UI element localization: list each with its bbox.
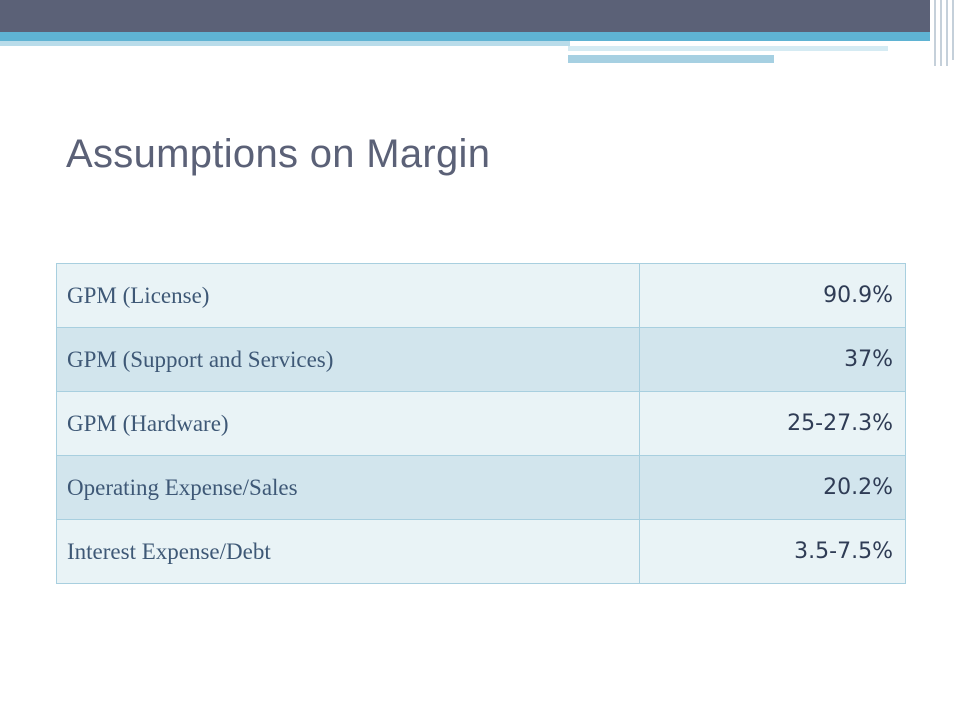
header-stripe [568,46,888,51]
row-value: 37% [639,327,906,392]
row-label: GPM (Hardware) [56,391,640,456]
row-value: 3.5-7.5% [639,519,906,584]
table-row: GPM (License) 90.9% [56,263,906,328]
slide-title: Assumptions on Margin [66,132,491,176]
decor-line [952,0,954,60]
row-label: Operating Expense/Sales [56,455,640,520]
header-stripe [0,32,930,41]
decor-line [940,0,942,66]
header-stripe [0,41,570,46]
row-value: 20.2% [639,455,906,520]
table-row: Operating Expense/Sales 20.2% [56,455,906,520]
table-row: GPM (Support and Services) 37% [56,327,906,392]
row-label: GPM (Support and Services) [56,327,640,392]
table-row: Interest Expense/Debt 3.5-7.5% [56,519,906,584]
header-stripe [568,55,774,63]
row-label: Interest Expense/Debt [56,519,640,584]
table-row: GPM (Hardware) 25-27.3% [56,391,906,456]
header-bar [0,0,930,32]
margin-table: GPM (License) 90.9% GPM (Support and Servi… [56,263,906,584]
row-value: 90.9% [639,263,906,328]
decor-line [946,0,948,66]
decor-line [934,0,936,66]
row-value: 25-27.3% [639,391,906,456]
row-label: GPM (License) [56,263,640,328]
